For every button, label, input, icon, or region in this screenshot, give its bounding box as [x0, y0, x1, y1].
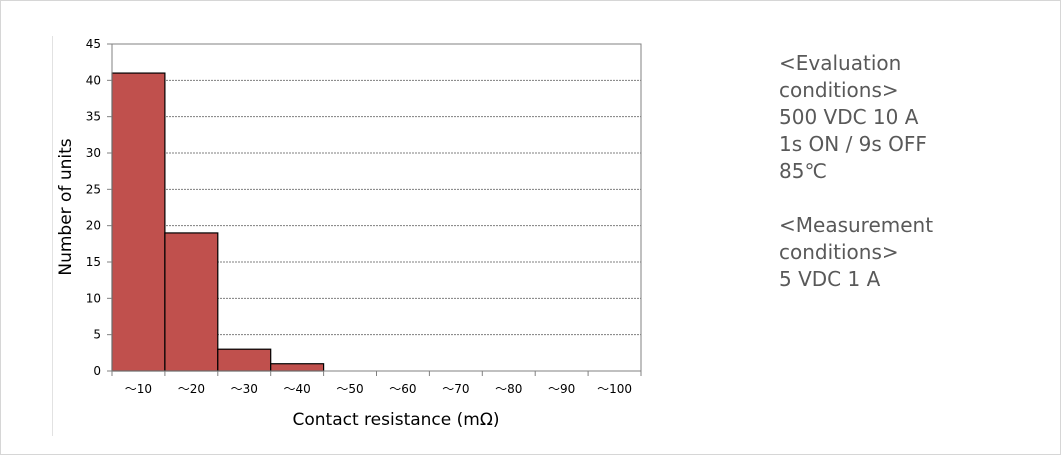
evaluation-conditions: <Evaluation conditions> 500 VDC 10 A 1s …: [779, 50, 1039, 185]
x-tick-label: ～100: [597, 382, 632, 396]
bar: [270, 363, 325, 372]
y-tick-label: 35: [86, 110, 101, 124]
x-tick-label: ～70: [442, 382, 469, 396]
evaluation-line: conditions>: [779, 78, 899, 102]
x-tick-labels: ～10 ～20 ～30 ～40 ～50 ～60 ～70 ～80 ～90 ～100: [111, 371, 642, 396]
measurement-line: <Measurement: [779, 213, 934, 237]
evaluation-line: 85℃: [779, 159, 827, 183]
bars: [111, 72, 325, 372]
y-tick-label: 30: [86, 146, 101, 160]
y-tick-label: 0: [93, 364, 101, 378]
y-axis-label: Number of units: [56, 138, 76, 275]
measurement-line: 5 VDC 1 A: [779, 267, 881, 291]
x-tick-label: ～50: [336, 382, 363, 396]
measurement-conditions: <Measurement conditions> 5 VDC 1 A: [779, 212, 1039, 293]
y-tick-label: 15: [86, 255, 101, 269]
evaluation-line: <Evaluation: [779, 51, 902, 75]
x-tick-label: ～30: [231, 382, 258, 396]
y-tick-labels: 0 5 10 15 20 25 30 35 40 45: [86, 37, 112, 378]
frame-divider: [52, 36, 53, 436]
bar: [217, 348, 272, 372]
x-tick-label: ～80: [495, 382, 522, 396]
y-tick-label: 5: [93, 328, 101, 342]
bar: [111, 72, 166, 372]
x-tick-label: ～60: [389, 382, 416, 396]
y-tick-label: 10: [86, 291, 101, 305]
y-tick-label: 25: [86, 182, 101, 196]
y-tick-label: 40: [86, 73, 101, 87]
evaluation-line: 500 VDC 10 A: [779, 105, 919, 129]
x-tick-label: ～90: [548, 382, 575, 396]
y-tick-label: 45: [86, 37, 101, 51]
evaluation-line: 1s ON / 9s OFF: [779, 132, 927, 156]
x-axis-label: Contact resistance (mΩ): [293, 410, 500, 430]
x-tick-label: ～20: [178, 382, 205, 396]
conditions-panel: <Evaluation conditions> 500 VDC 10 A 1s …: [779, 50, 1039, 293]
bar: [164, 232, 219, 372]
y-tick-label: 20: [86, 219, 101, 233]
x-tick-label: ～40: [284, 382, 311, 396]
x-tick-label: ～10: [125, 382, 152, 396]
measurement-line: conditions>: [779, 240, 899, 264]
